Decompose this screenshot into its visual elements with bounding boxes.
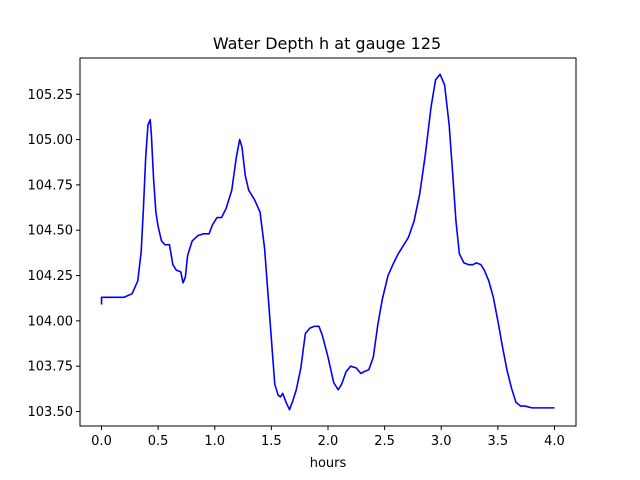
y-tick-label: 104.25: [28, 269, 74, 284]
y-tick-label: 103.75: [28, 360, 74, 375]
y-tick-label: 104.50: [28, 224, 74, 239]
x-axis: 0.0 0.5 1.0 1.5 2.0 2.5 3.0 3.5 4.0: [91, 426, 565, 449]
x-tick-label: 1.0: [204, 434, 225, 449]
x-tick-label: 1.5: [261, 434, 282, 449]
chart-title: Water Depth h at gauge 125: [213, 34, 441, 53]
x-tick-label: 3.0: [431, 434, 452, 449]
x-tick-label: 2.5: [374, 434, 395, 449]
y-tick-label: 103.50: [28, 405, 74, 420]
y-tick-label: 104.00: [28, 314, 74, 329]
plot-frame: [79, 57, 577, 427]
x-axis-label: hours: [310, 456, 347, 471]
y-tick-label: 105.00: [28, 133, 74, 148]
y-axis: 103.50 103.75 104.00 104.25 104.50 104.75 105.…: [28, 88, 80, 420]
x-tick-label: 3.5: [488, 434, 509, 449]
series-line: [100, 73, 555, 411]
x-tick-label: 2.0: [318, 434, 339, 449]
plot-area: [79, 57, 577, 427]
y-tick-label: 105.25: [28, 88, 74, 103]
x-tick-label: 4.0: [544, 434, 565, 449]
x-tick-label: 0.0: [91, 434, 112, 449]
x-tick-label: 0.5: [148, 434, 169, 449]
y-tick-label: 104.75: [28, 178, 74, 193]
